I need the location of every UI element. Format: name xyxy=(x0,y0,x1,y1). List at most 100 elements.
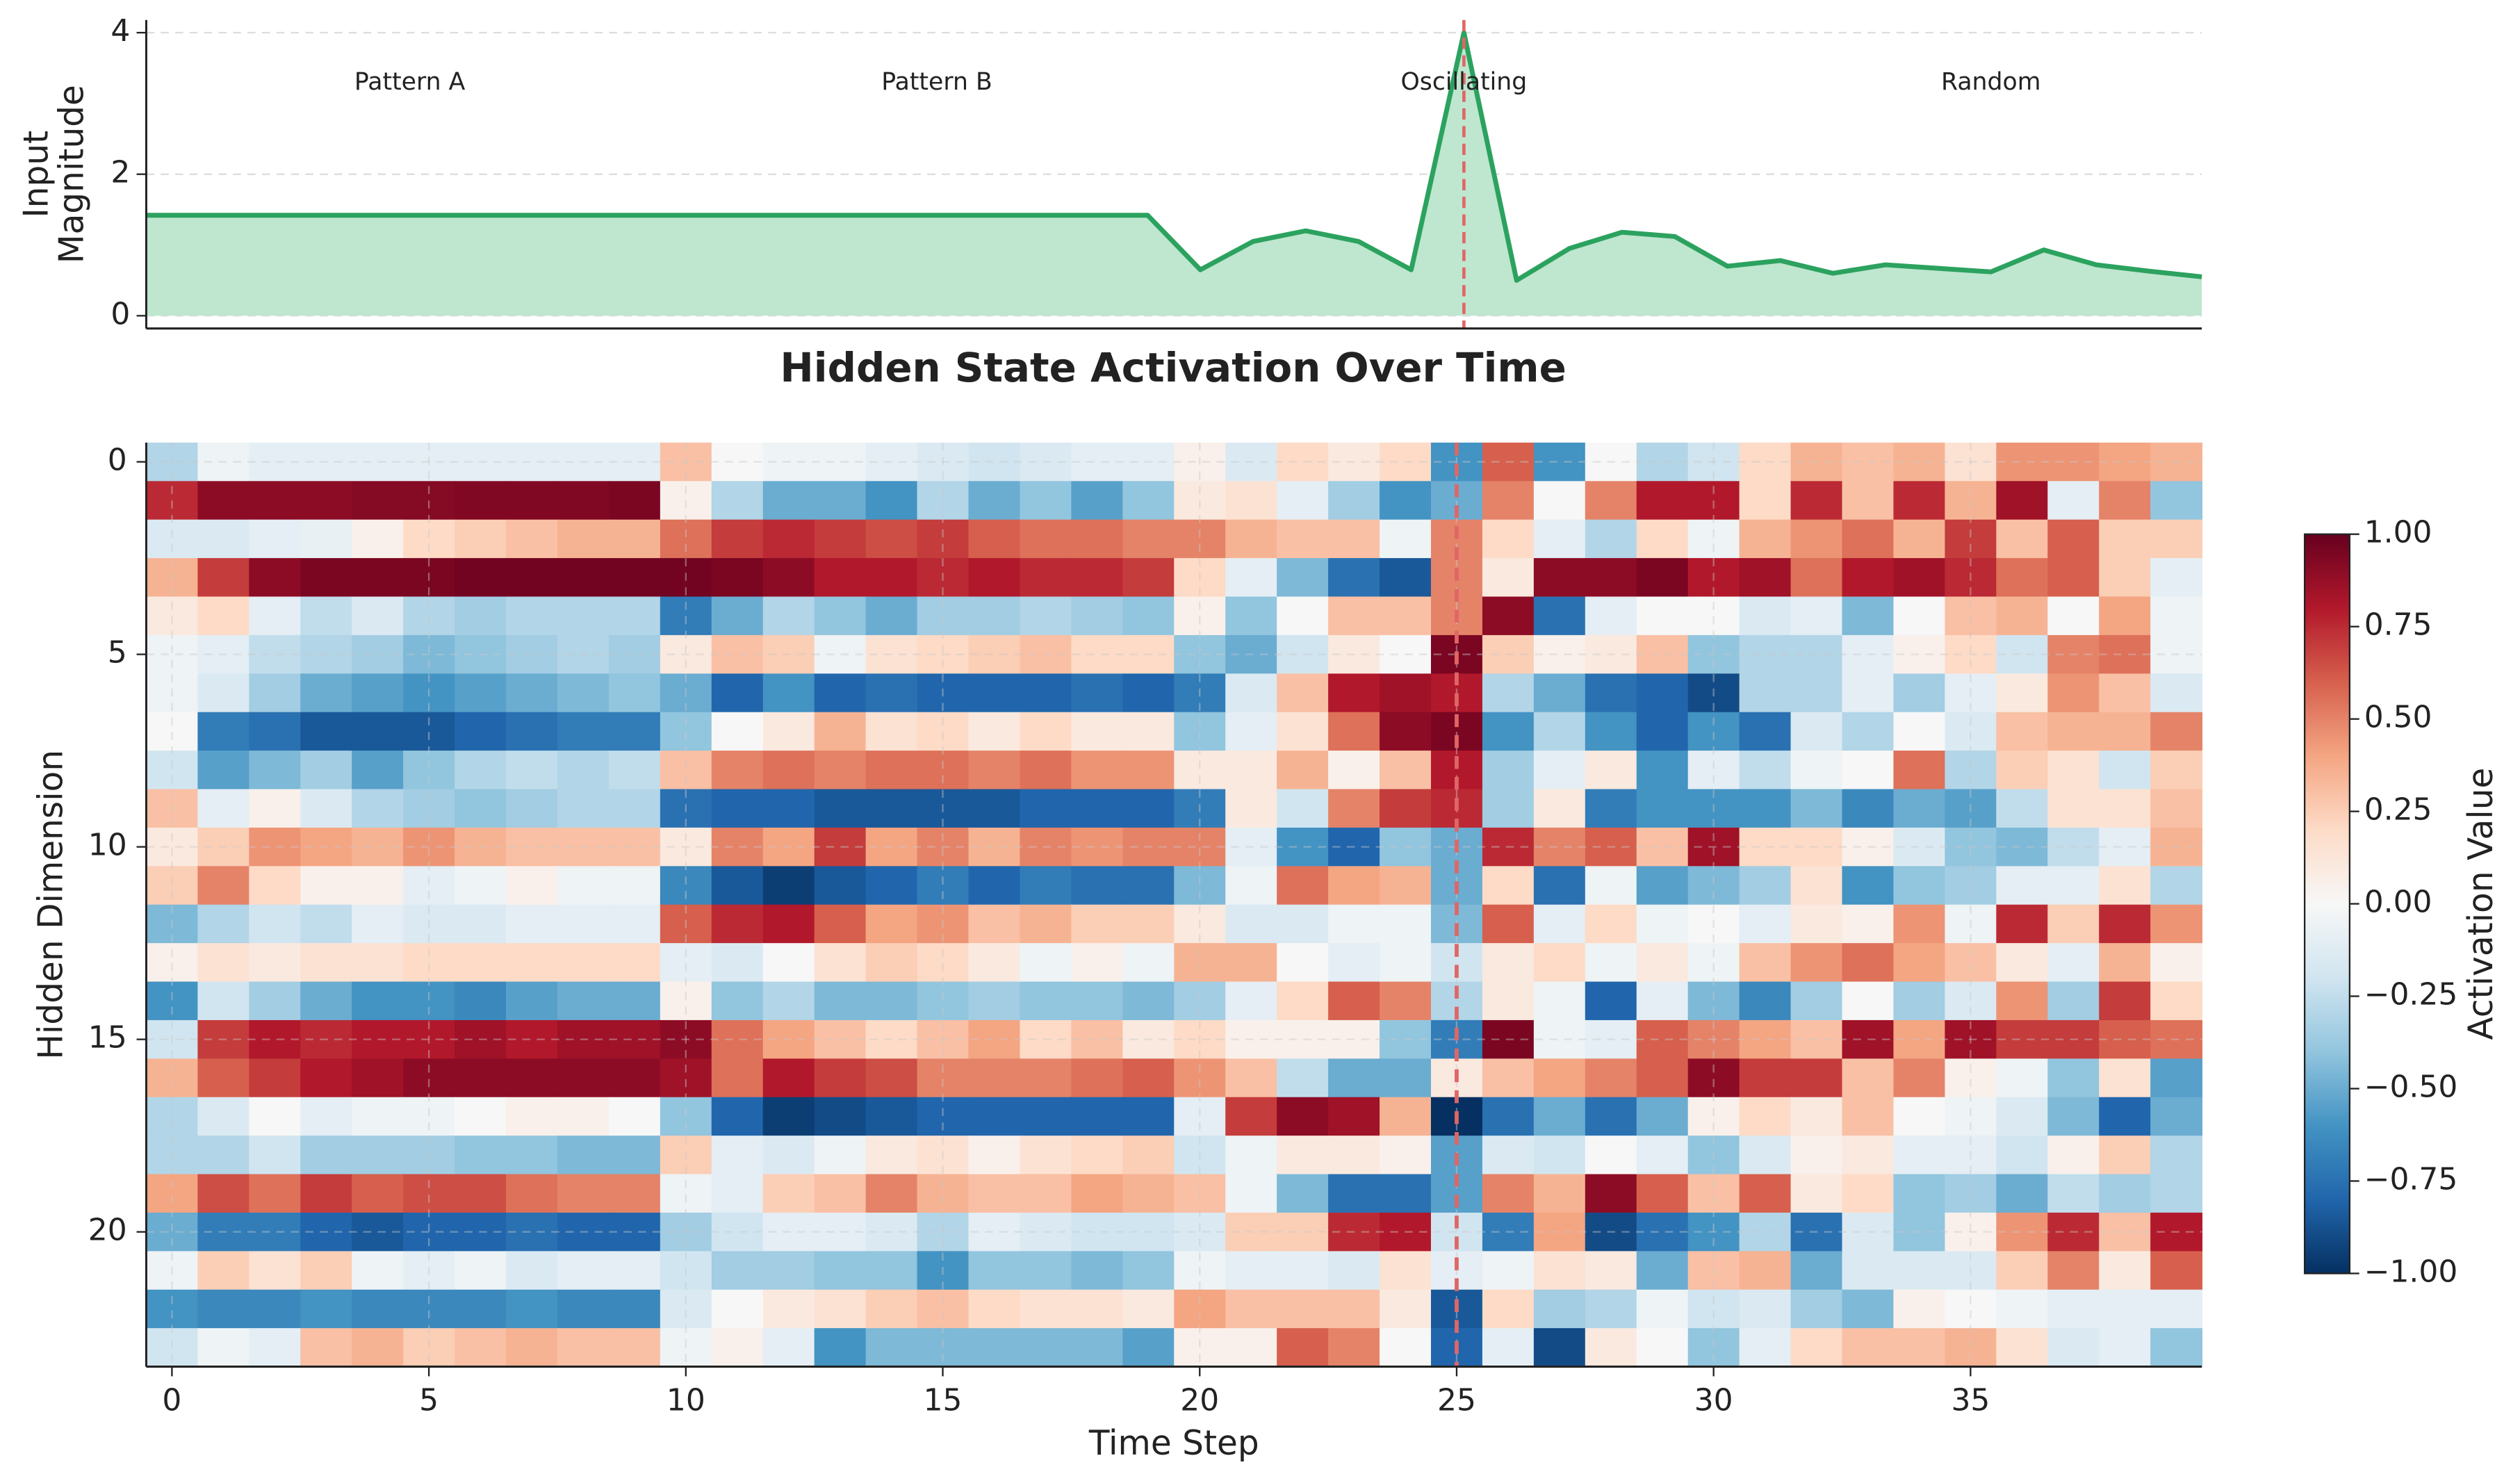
heatmap-cell xyxy=(762,1136,815,1175)
heatmap-cell xyxy=(1739,1212,1792,1252)
heatmap-cell xyxy=(2099,1328,2152,1368)
heatmap-cell xyxy=(2099,1019,2152,1060)
heatmap-cell xyxy=(608,943,661,983)
heatmap-cell xyxy=(1996,1097,2049,1137)
heatmap-cell xyxy=(608,596,661,636)
heatmap-cell xyxy=(814,866,867,906)
heatmap-cell xyxy=(506,1289,558,1329)
heatmap-cell xyxy=(1687,519,1740,559)
heatmap-cell xyxy=(352,943,404,983)
heatmap-cell xyxy=(711,981,764,1021)
heatmap-cell xyxy=(1739,634,1792,675)
heatmap-cell xyxy=(865,827,918,867)
heatmap-cell xyxy=(1482,1328,1535,1368)
heatmap-cell xyxy=(197,712,250,752)
heatmap-cell xyxy=(1893,1289,1946,1329)
heatmap-cell xyxy=(403,558,456,598)
heatmap-cell xyxy=(2150,1328,2203,1368)
heatmap-cell xyxy=(1842,866,1895,906)
heatmap-cell xyxy=(352,1251,404,1291)
heatmap-cell xyxy=(197,634,250,675)
heatmap-cell xyxy=(660,1136,712,1175)
heatmap-cell xyxy=(1380,1289,1432,1329)
heatmap-cell xyxy=(557,1212,609,1252)
heatmap-cell xyxy=(1482,1019,1535,1060)
heatmap-cell xyxy=(1482,827,1535,867)
heatmap-cell xyxy=(2150,1251,2203,1291)
heatmap-cell xyxy=(1893,596,1946,636)
heatmap-cell xyxy=(1071,1097,1124,1137)
heatmap-cell xyxy=(1380,981,1432,1021)
heatmap-cell xyxy=(711,866,764,906)
heatmap-cell xyxy=(1585,634,1637,675)
heatmap-cell xyxy=(1277,1136,1329,1175)
heatmap-cell xyxy=(403,1097,456,1137)
heatmap-cell xyxy=(1533,673,1586,713)
heatmap-cell xyxy=(1790,1289,1843,1329)
heatmap-cell xyxy=(2047,1289,2100,1329)
colorbar-label: Activation Value xyxy=(2462,768,2501,1040)
heatmap-cell xyxy=(1071,442,1124,482)
heatmap-cell xyxy=(2099,789,2152,828)
heatmap-cell xyxy=(660,1058,712,1098)
heatmap-cell xyxy=(1277,712,1329,752)
heatmap-cell xyxy=(1842,1097,1895,1137)
annotation: Pattern A xyxy=(354,68,466,96)
heatmap-cell xyxy=(1380,1212,1432,1252)
heatmap-cell xyxy=(1122,1097,1175,1137)
heatmap-cell xyxy=(146,1212,199,1252)
heatmap-cell xyxy=(660,519,712,559)
heatmap-cell xyxy=(455,596,507,636)
heatmap-cell xyxy=(455,1289,507,1329)
heatmap-cell xyxy=(1328,751,1380,790)
heatmap-cell xyxy=(1739,1289,1792,1329)
heatmap-cell xyxy=(1687,1058,1740,1098)
heatmap-cell xyxy=(1174,943,1227,983)
heatmap-cell xyxy=(1687,712,1740,752)
heatmap-cell xyxy=(1225,519,1278,559)
heatmap-cell xyxy=(814,789,867,828)
y-tick-label: 0 xyxy=(108,443,127,478)
heatmap-cell xyxy=(1071,596,1124,636)
heatmap-cell xyxy=(1122,712,1175,752)
heatmap-cell xyxy=(762,558,815,598)
heatmap-cell xyxy=(1996,596,2049,636)
heatmap-cell xyxy=(2099,634,2152,675)
heatmap-cell xyxy=(455,558,507,598)
heatmap-cell xyxy=(711,1058,764,1098)
heatmap-cell xyxy=(814,1212,867,1252)
heatmap-cell xyxy=(1842,789,1895,828)
heatmap-cell xyxy=(1996,519,2049,559)
heatmap-cell xyxy=(1328,866,1380,906)
heatmap-cell xyxy=(1225,1251,1278,1291)
heatmap-cell xyxy=(1020,1212,1072,1252)
y-axis-label: InputMagnitude xyxy=(17,85,92,263)
heatmap-cell xyxy=(557,827,609,867)
heatmap-cell xyxy=(1790,558,1843,598)
heatmap-cell xyxy=(1225,866,1278,906)
heatmap-cell xyxy=(968,981,1021,1021)
heatmap-cell xyxy=(1945,751,1997,790)
heatmap-cell xyxy=(1225,596,1278,636)
heatmap-cell xyxy=(1790,712,1843,752)
heatmap-cell xyxy=(1482,673,1535,713)
x-axis-label: Time Step xyxy=(1088,1424,1259,1463)
heatmap-cell xyxy=(1380,442,1432,482)
heatmap-cell xyxy=(1482,943,1535,983)
heatmap-cell xyxy=(1277,1097,1329,1137)
heatmap-cell xyxy=(1945,866,1997,906)
heatmap-cell xyxy=(146,634,199,675)
heatmap-cell xyxy=(1482,751,1535,790)
heatmap-cell xyxy=(1739,673,1792,713)
heatmap-cell xyxy=(968,1251,1021,1291)
heatmap-cell xyxy=(403,519,456,559)
heatmap-cell xyxy=(1585,596,1637,636)
heatmap-cell xyxy=(1945,1097,1997,1137)
heatmap-cell xyxy=(455,943,507,983)
heatmap-cell xyxy=(1174,1251,1227,1291)
heatmap-cell xyxy=(1277,1174,1329,1213)
heatmap-cell xyxy=(352,1019,404,1060)
heatmap-cell xyxy=(1380,558,1432,598)
heatmap-cell xyxy=(1687,1212,1740,1252)
heatmap-cell xyxy=(762,1097,815,1137)
